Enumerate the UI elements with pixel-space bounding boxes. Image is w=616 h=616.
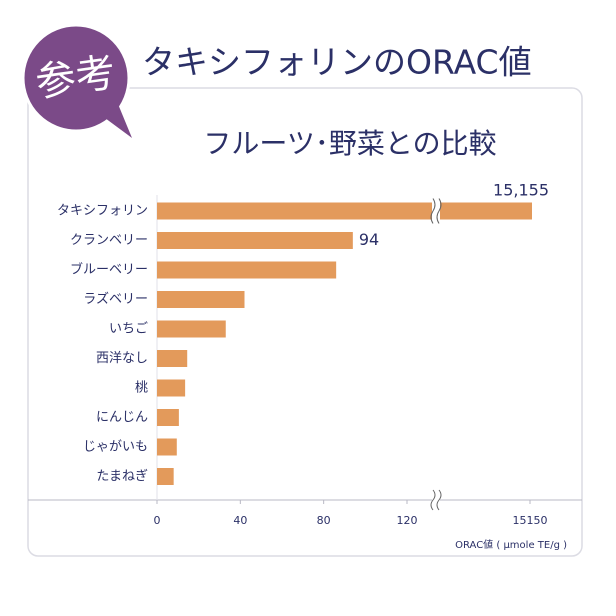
bar xyxy=(157,291,245,308)
bar xyxy=(157,202,432,220)
bar-break xyxy=(436,198,442,224)
badge: 参考 xyxy=(21,23,132,138)
y-tick-label: じゃがいも xyxy=(83,440,148,455)
y-tick-label: タキシフォリン xyxy=(57,204,148,219)
bar xyxy=(157,232,353,249)
value-label: 94 xyxy=(359,230,379,249)
y-tick-label: 西洋なし xyxy=(96,351,148,366)
x-tick-label: 0 xyxy=(154,514,161,527)
bar-break xyxy=(430,198,436,224)
axis-break-gap xyxy=(432,490,440,510)
y-tick-label: 桃 xyxy=(135,381,148,396)
value-label: 15,155 xyxy=(493,181,549,200)
bar xyxy=(440,202,532,220)
x-tick-label: 40 xyxy=(233,514,247,527)
y-tick-label: いちご xyxy=(109,321,148,337)
bar-break-gap xyxy=(432,198,440,224)
bar xyxy=(157,438,177,456)
x-tick-label: 80 xyxy=(317,514,331,527)
y-tick-label: ブルーベリー xyxy=(70,262,148,278)
chart-subtitle: フルーツ･野菜との比較 xyxy=(203,127,496,160)
axis-break xyxy=(430,489,436,511)
axis-break xyxy=(436,489,442,511)
bar xyxy=(157,261,337,279)
bar xyxy=(157,350,188,367)
chart-title: タキシフォリンのORAC値 xyxy=(142,43,532,82)
y-tick-label: たまねぎ xyxy=(96,469,148,484)
bar xyxy=(157,468,174,485)
y-tick-label: クランベリー xyxy=(70,233,148,248)
y-tick-label: ラズベリー xyxy=(83,291,148,307)
bar xyxy=(157,379,186,397)
x-axis-label: ORAC値 ( μmole TE/g ) xyxy=(455,538,567,551)
x-tick-label: 15150 xyxy=(513,514,548,527)
badge-text: 参考 xyxy=(33,50,119,107)
y-tick-label: にんじん xyxy=(96,410,148,425)
x-tick-label: 120 xyxy=(397,514,418,527)
bar xyxy=(157,409,179,426)
bar xyxy=(157,320,226,338)
